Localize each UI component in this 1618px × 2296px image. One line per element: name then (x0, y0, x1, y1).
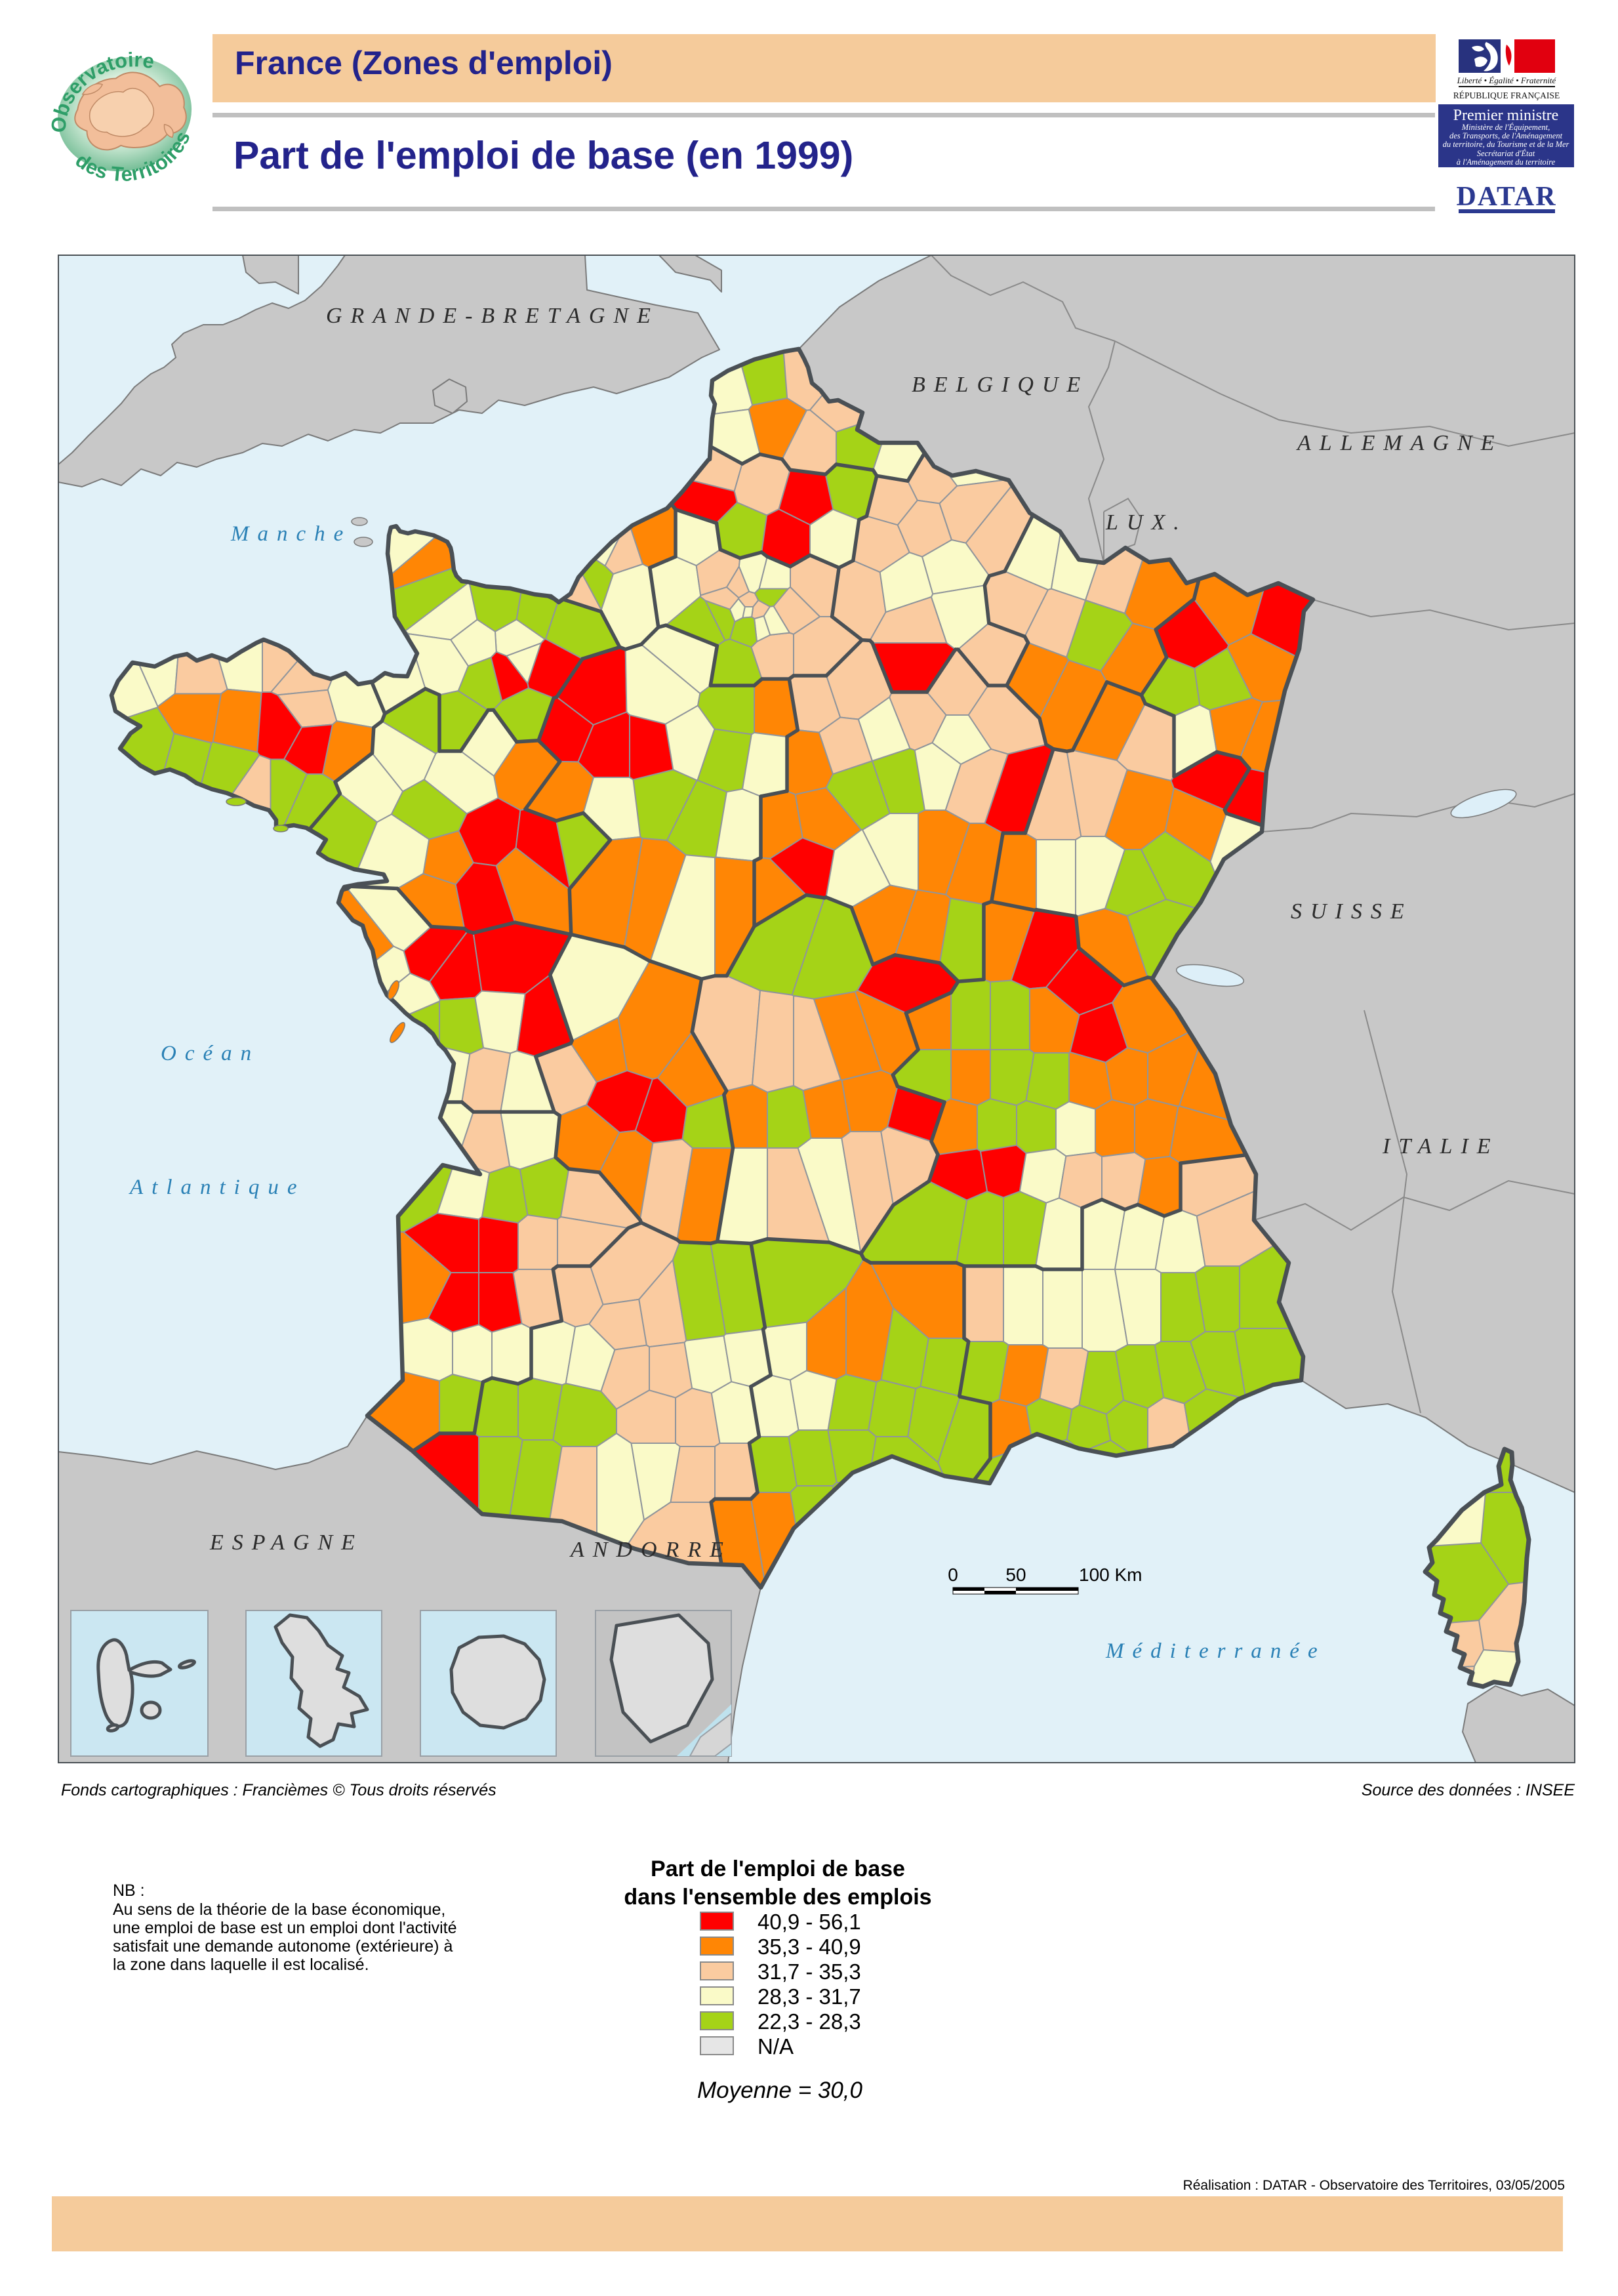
svg-text:Méditerranée: Méditerranée (1105, 1639, 1326, 1663)
svg-text:une emploi de base est un empl: une emploi de base est un emploi dont l'… (113, 1919, 457, 1937)
svg-text:ITALIE: ITALIE (1382, 1134, 1499, 1158)
svg-text:GRANDE-BRETAGNE: GRANDE-BRETAGNE (326, 304, 659, 328)
svg-text:Manche: Manche (230, 522, 352, 546)
svg-text:du territoire, du Tourisme et: du territoire, du Tourisme et de la Mer (1443, 140, 1569, 149)
svg-text:Liberté • Égalité • Fraternité: Liberté • Égalité • Fraternité (1457, 75, 1557, 85)
svg-text:31,7 - 35,3: 31,7 - 35,3 (758, 1959, 861, 1984)
svg-text:DATAR: DATAR (1456, 182, 1556, 212)
svg-text:à l'Aménagement du territoire: à l'Aménagement du territoire (1457, 157, 1556, 167)
svg-text:Fonds cartographiques : Franci: Fonds cartographiques : Francièmes © Tou… (61, 1781, 496, 1799)
svg-text:Réalisation : DATAR - Observat: Réalisation : DATAR - Observatoire des T… (1183, 2178, 1565, 2193)
svg-text:Moyenne = 30,0: Moyenne = 30,0 (697, 2078, 863, 2103)
svg-text:50: 50 (1005, 1565, 1026, 1585)
svg-text:ANDORRE: ANDORRE (569, 1538, 732, 1562)
svg-text:France (Zones d'emploi): France (Zones d'emploi) (235, 45, 613, 81)
svg-text:Secrétariat d'État: Secrétariat d'État (1477, 149, 1535, 158)
svg-text:22,3 - 28,3: 22,3 - 28,3 (758, 2009, 861, 2034)
svg-text:0: 0 (948, 1565, 958, 1585)
svg-text:satisfait une demande autonome: satisfait une demande autonome (extérieu… (113, 1937, 453, 1956)
svg-text:N/A: N/A (758, 2034, 794, 2059)
svg-text:Ministère de l'Équipement,: Ministère de l'Équipement, (1461, 123, 1550, 132)
svg-text:Part de l'emploi de base: Part de l'emploi de base (651, 1856, 905, 1881)
svg-text:RÉPUBLIQUE FRANÇAISE: RÉPUBLIQUE FRANÇAISE (1453, 91, 1560, 100)
svg-text:SUISSE: SUISSE (1291, 899, 1413, 924)
svg-text:40,9 - 56,1: 40,9 - 56,1 (758, 1910, 861, 1934)
svg-text:NB :: NB : (113, 1881, 145, 1900)
svg-text:Au sens de la théorie de la ba: Au sens de la théorie de la base économi… (113, 1900, 445, 1919)
svg-text:la zone dans laquelle il est l: la zone dans laquelle il est localisé. (113, 1956, 369, 1974)
svg-text:35,3 - 40,9: 35,3 - 40,9 (758, 1935, 861, 1959)
svg-text:des Transports, de l'Aménageme: des Transports, de l'Aménagement (1449, 131, 1563, 140)
svg-text:100 Km: 100 Km (1079, 1565, 1143, 1585)
svg-text:LUX.: LUX. (1105, 510, 1188, 535)
svg-text:Source des données : INSEE: Source des données : INSEE (1362, 1781, 1575, 1799)
svg-text:28,3 - 31,7: 28,3 - 31,7 (758, 1984, 861, 2009)
svg-text:Part de l'emploi de base (en 1: Part de l'emploi de base (en 1999) (233, 134, 853, 177)
svg-text:ESPAGNE: ESPAGNE (209, 1530, 363, 1555)
svg-text:dans l'ensemble des emplois: dans l'ensemble des emplois (624, 1885, 931, 1910)
svg-text:Premier ministre: Premier ministre (1453, 107, 1559, 124)
svg-text:Atlantique: Atlantique (129, 1176, 305, 1199)
svg-text:ALLEMAGNE: ALLEMAGNE (1296, 431, 1503, 455)
svg-text:Océan: Océan (161, 1042, 260, 1065)
svg-text:BELGIQUE: BELGIQUE (912, 373, 1089, 397)
